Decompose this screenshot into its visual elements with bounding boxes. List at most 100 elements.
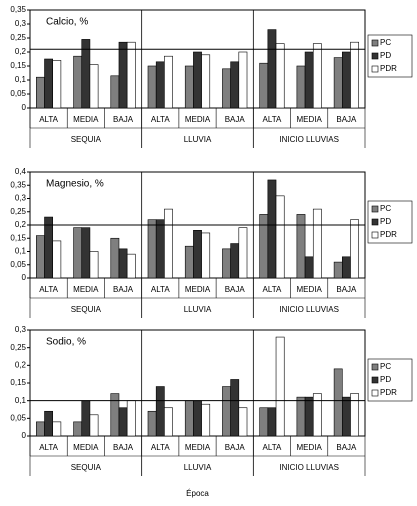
bar	[259, 62, 269, 109]
bar	[333, 368, 343, 437]
bar	[126, 400, 136, 437]
bar	[126, 41, 136, 109]
legend-frame	[367, 200, 413, 244]
x-tick-label: MEDIA	[73, 443, 99, 452]
legend-swatch	[371, 231, 379, 239]
chart-title: Sodio, %	[46, 337, 86, 348]
bar	[73, 421, 83, 437]
y-tick-label: 0,2	[15, 47, 27, 56]
y-tick-label: 0	[22, 103, 27, 112]
bar	[341, 396, 351, 437]
y-tick-label: 0	[22, 431, 27, 440]
bar	[275, 195, 285, 279]
x-tick-label: MEDIA	[73, 285, 99, 294]
bar	[184, 245, 194, 279]
legend-frame	[367, 34, 413, 78]
legend-swatch	[371, 205, 379, 213]
legend-label: PC	[380, 204, 391, 213]
bar	[155, 219, 165, 279]
bar	[193, 51, 202, 109]
bar	[296, 396, 306, 437]
y-tick-label: 0,1	[15, 247, 27, 256]
bar	[118, 248, 128, 279]
x-tick-label: BAJA	[113, 285, 134, 294]
bar	[230, 61, 240, 109]
bar	[259, 407, 269, 437]
y-tick-label: 0,3	[15, 325, 27, 334]
bar	[304, 396, 314, 437]
legend-swatch	[371, 52, 379, 60]
y-tick-label: 0,3	[15, 19, 27, 28]
y-tick-label: 0,1	[15, 75, 27, 84]
bar	[184, 400, 194, 437]
bar	[230, 379, 240, 437]
bar	[164, 407, 173, 437]
x-tick-label: ALTA	[151, 285, 170, 294]
bar	[73, 55, 83, 109]
y-tick-label: 0,2	[15, 220, 27, 229]
x-tick-label: MEDIA	[185, 115, 211, 124]
x-tick-label: ALTA	[151, 115, 170, 124]
x-tick-label: ALTA	[263, 285, 282, 294]
bar	[238, 51, 248, 109]
x-tick-label: ALTA	[39, 443, 58, 452]
bar	[201, 403, 211, 437]
bar	[193, 400, 202, 437]
bar	[222, 248, 231, 279]
bar	[147, 410, 157, 437]
y-tick-label: 0,3	[15, 194, 27, 203]
group-label: INICIO LLUVIAS	[279, 135, 339, 144]
x-tick-label: MEDIA	[73, 115, 99, 124]
legend-frame	[367, 358, 413, 402]
x-tick-label: BAJA	[336, 285, 357, 294]
legend-swatch	[371, 39, 379, 47]
legend-label: PC	[380, 38, 391, 47]
bar	[52, 421, 62, 437]
bar	[118, 407, 128, 437]
bar	[312, 43, 322, 109]
group-label: SEQUIA	[71, 135, 102, 144]
bar	[89, 251, 99, 279]
bar	[341, 51, 351, 109]
y-tick-label: 0,05	[10, 89, 26, 98]
bar	[304, 51, 314, 109]
bar	[164, 55, 173, 109]
y-tick-label: 0,15	[10, 61, 26, 70]
bar	[36, 76, 45, 109]
legend-label: PD	[380, 375, 391, 384]
bar	[81, 227, 91, 279]
legend-label: PD	[380, 51, 391, 60]
x-axis-label: Época	[186, 489, 209, 498]
legend-swatch	[371, 218, 379, 226]
bar	[81, 400, 91, 437]
bar	[333, 57, 343, 109]
x-tick-label: BAJA	[336, 443, 357, 452]
group-label: LLUVIA	[184, 135, 212, 144]
group-label: LLUVIA	[184, 463, 212, 472]
x-tick-label: MEDIA	[185, 443, 211, 452]
bar	[110, 393, 120, 437]
legend-swatch	[371, 376, 379, 384]
bar	[296, 65, 306, 109]
y-tick-label: 0,15	[10, 233, 26, 242]
y-tick-label: 0,05	[10, 413, 26, 422]
legend-label: PD	[380, 217, 391, 226]
chart-title: Magnesio, %	[46, 179, 104, 190]
bar	[267, 407, 277, 437]
bar	[350, 393, 359, 437]
bar	[118, 41, 128, 109]
y-tick-label: 0,15	[10, 378, 26, 387]
y-tick-label: 0,25	[10, 343, 26, 352]
bar	[267, 179, 277, 279]
bar	[89, 64, 99, 109]
group-label: LLUVIA	[184, 305, 212, 314]
bar	[164, 208, 173, 279]
legend-swatch	[371, 389, 379, 397]
x-tick-label: BAJA	[225, 285, 246, 294]
y-tick-label: 0,25	[10, 33, 26, 42]
y-tick-label: 0,05	[10, 260, 26, 269]
x-tick-label: ALTA	[39, 285, 58, 294]
bar	[275, 336, 285, 437]
x-tick-label: BAJA	[225, 443, 246, 452]
bar	[341, 256, 351, 279]
